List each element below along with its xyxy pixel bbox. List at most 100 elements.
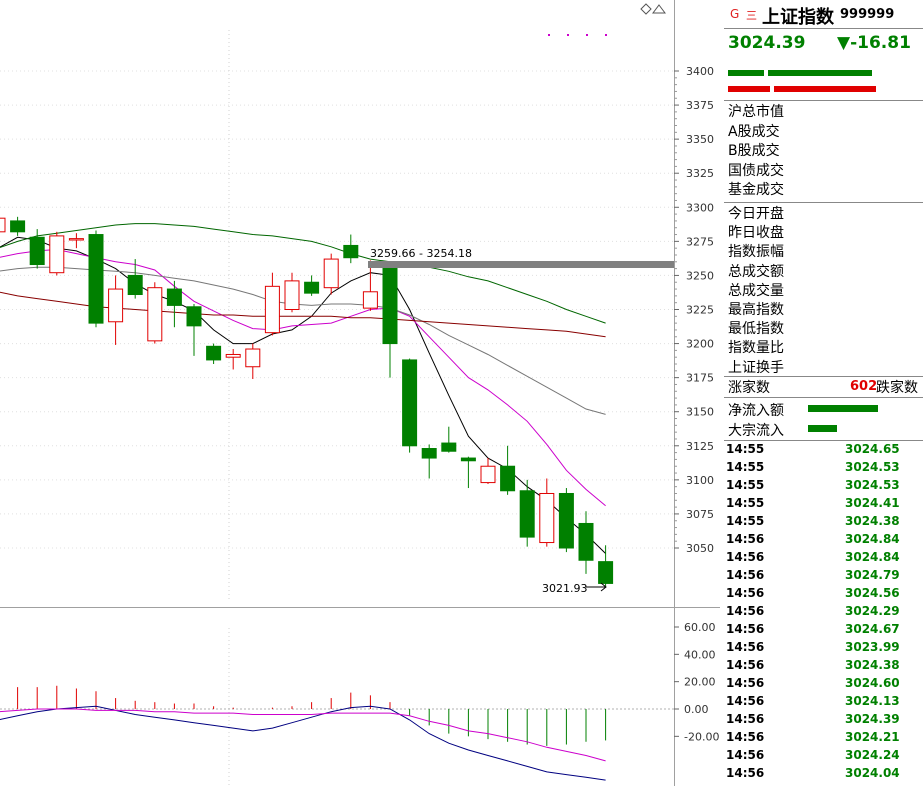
candle-body [206, 345, 222, 361]
tick-row[interactable]: 14:56 3024.04 [724, 766, 923, 784]
tick-row[interactable]: 14:56 3024.79 [724, 568, 923, 586]
y-tick-label: 3275 [686, 235, 714, 248]
tick-time: 14:56 [726, 766, 765, 780]
tick-price: 3024.65 [845, 442, 900, 456]
y-tick-label: 3400 [686, 65, 714, 78]
kline-chart[interactable]: 3050 3075 3100 3125 3150 3175 3200 3225 3250 3275… [0, 0, 720, 786]
tick-row[interactable]: 14:56 3024.24 [724, 748, 923, 766]
y-tick-label: 3250 [686, 269, 714, 282]
net-inflow-label: 净流入额 [728, 403, 784, 419]
tick-price: 3024.84 [845, 532, 900, 546]
y-tick-label: 3175 [686, 372, 714, 385]
ind-tick-label: 40.00 [684, 648, 716, 661]
divider [724, 100, 923, 101]
tick-time: 14:55 [726, 478, 765, 492]
tick-time: 14:56 [726, 640, 765, 654]
price-change: ▼-16.81 [837, 33, 911, 53]
y-tick-label: 3375 [686, 99, 714, 112]
volume-bar-red-2 [774, 86, 876, 92]
tick-row[interactable]: 14:56 3024.60 [724, 676, 923, 694]
candle-body [402, 359, 418, 447]
dot-markers [548, 34, 607, 36]
candle-body [362, 291, 378, 309]
stat-label: 国债成交 [728, 162, 784, 179]
y-tick-label: 3200 [686, 338, 714, 351]
stat-label: 昨日收盘 [728, 225, 784, 242]
tick-price: 3024.53 [845, 478, 900, 492]
tick-time: 14:55 [726, 460, 765, 474]
decline-label: 跌家数 [876, 380, 918, 396]
last-price: 3024.39 [728, 33, 806, 53]
candle-body [127, 274, 143, 296]
quote-panel: G 三 上证指数 999999 3024.39 ▼-16.81 沪总市值 A股成交… [724, 0, 923, 786]
tick-row[interactable]: 14:55 3024.53 [724, 460, 923, 478]
tick-time: 14:56 [726, 676, 765, 690]
y-tick-label: 3125 [686, 440, 714, 453]
tick-row[interactable]: 14:56 3024.21 [724, 730, 923, 748]
tick-row[interactable]: 14:55 3024.65 [724, 442, 923, 460]
stat-label: 上证换手 [728, 359, 784, 376]
tick-price: 3024.13 [845, 694, 900, 708]
low-arrow [586, 582, 607, 592]
stat-label: B股成交 [728, 143, 780, 160]
candle-body [539, 492, 555, 544]
high-annotation: 3259.66 - 3254.18 [370, 247, 472, 260]
advance-label: 涨家数 [728, 380, 770, 396]
chart-area[interactable]: 3050 3075 3100 3125 3150 3175 3200 3225 3250 3275… [0, 0, 720, 786]
triangle-icon[interactable] [652, 4, 666, 14]
y-tick-label: 3350 [686, 133, 714, 146]
tick-time: 14:56 [726, 712, 765, 726]
ind-tick-label: 20.00 [684, 676, 716, 689]
tick-price: 3024.67 [845, 622, 900, 636]
tick-row[interactable]: 14:56 3024.84 [724, 550, 923, 568]
candle-body [343, 244, 359, 259]
tick-row[interactable]: 14:56 3024.39 [724, 712, 923, 730]
tick-row[interactable]: 14:55 3024.38 [724, 514, 923, 532]
tick-row[interactable]: 14:56 3024.29 [724, 604, 923, 622]
tick-price: 3024.29 [845, 604, 900, 618]
tick-price: 3024.38 [845, 658, 900, 672]
g-icon[interactable]: G [730, 7, 740, 21]
tick-time: 14:56 [726, 586, 765, 600]
index-code: 999999 [840, 7, 895, 22]
index-name: 上证指数 [762, 7, 834, 28]
tick-row[interactable]: 14:56 3024.84 [724, 532, 923, 550]
candle-body [108, 288, 124, 323]
tick-row[interactable]: 14:56 3024.38 [724, 658, 923, 676]
tick-price: 3024.56 [845, 586, 900, 600]
tick-price: 3024.53 [845, 460, 900, 474]
candle-body [166, 288, 182, 306]
net-inflow-bar [808, 405, 878, 412]
menu-icon[interactable]: 三 [746, 9, 757, 22]
y-tick-label: 3075 [686, 508, 714, 521]
y-tick-label: 3325 [686, 167, 714, 180]
stat-label: 指数振幅 [728, 244, 784, 261]
top-right-toolbar[interactable] [640, 3, 666, 15]
ind-tick-label: 60.00 [684, 621, 716, 634]
tick-row[interactable]: 14:56 3024.13 [724, 694, 923, 712]
tick-row[interactable]: 14:56 3024.67 [724, 622, 923, 640]
tick-row[interactable]: 14:55 3024.53 [724, 478, 923, 496]
divider [724, 376, 923, 377]
tick-row[interactable]: 14:56 3024.56 [724, 586, 923, 604]
candle-body [421, 448, 437, 459]
tick-row[interactable]: 14:56 3023.99 [724, 640, 923, 658]
candle-body [382, 265, 398, 345]
candle-body [284, 280, 300, 311]
divider [724, 28, 923, 29]
stat-label: 最高指数 [728, 302, 784, 318]
diamond-icon[interactable] [640, 3, 652, 15]
tick-price: 3024.04 [845, 766, 900, 780]
tick-time: 14:56 [726, 532, 765, 546]
candle-body [225, 353, 241, 358]
ma-line [0, 223, 606, 324]
low-annotation: 3021.93 [542, 582, 588, 595]
volume-bar-green-1 [728, 70, 764, 76]
y-tick-label: 3225 [686, 304, 714, 317]
divider [724, 202, 923, 203]
block-inflow-bar [808, 425, 837, 432]
tick-row[interactable]: 14:55 3024.41 [724, 496, 923, 514]
tick-time: 14:56 [726, 730, 765, 744]
candle-body [519, 490, 535, 538]
tick-price: 3024.41 [845, 496, 900, 510]
